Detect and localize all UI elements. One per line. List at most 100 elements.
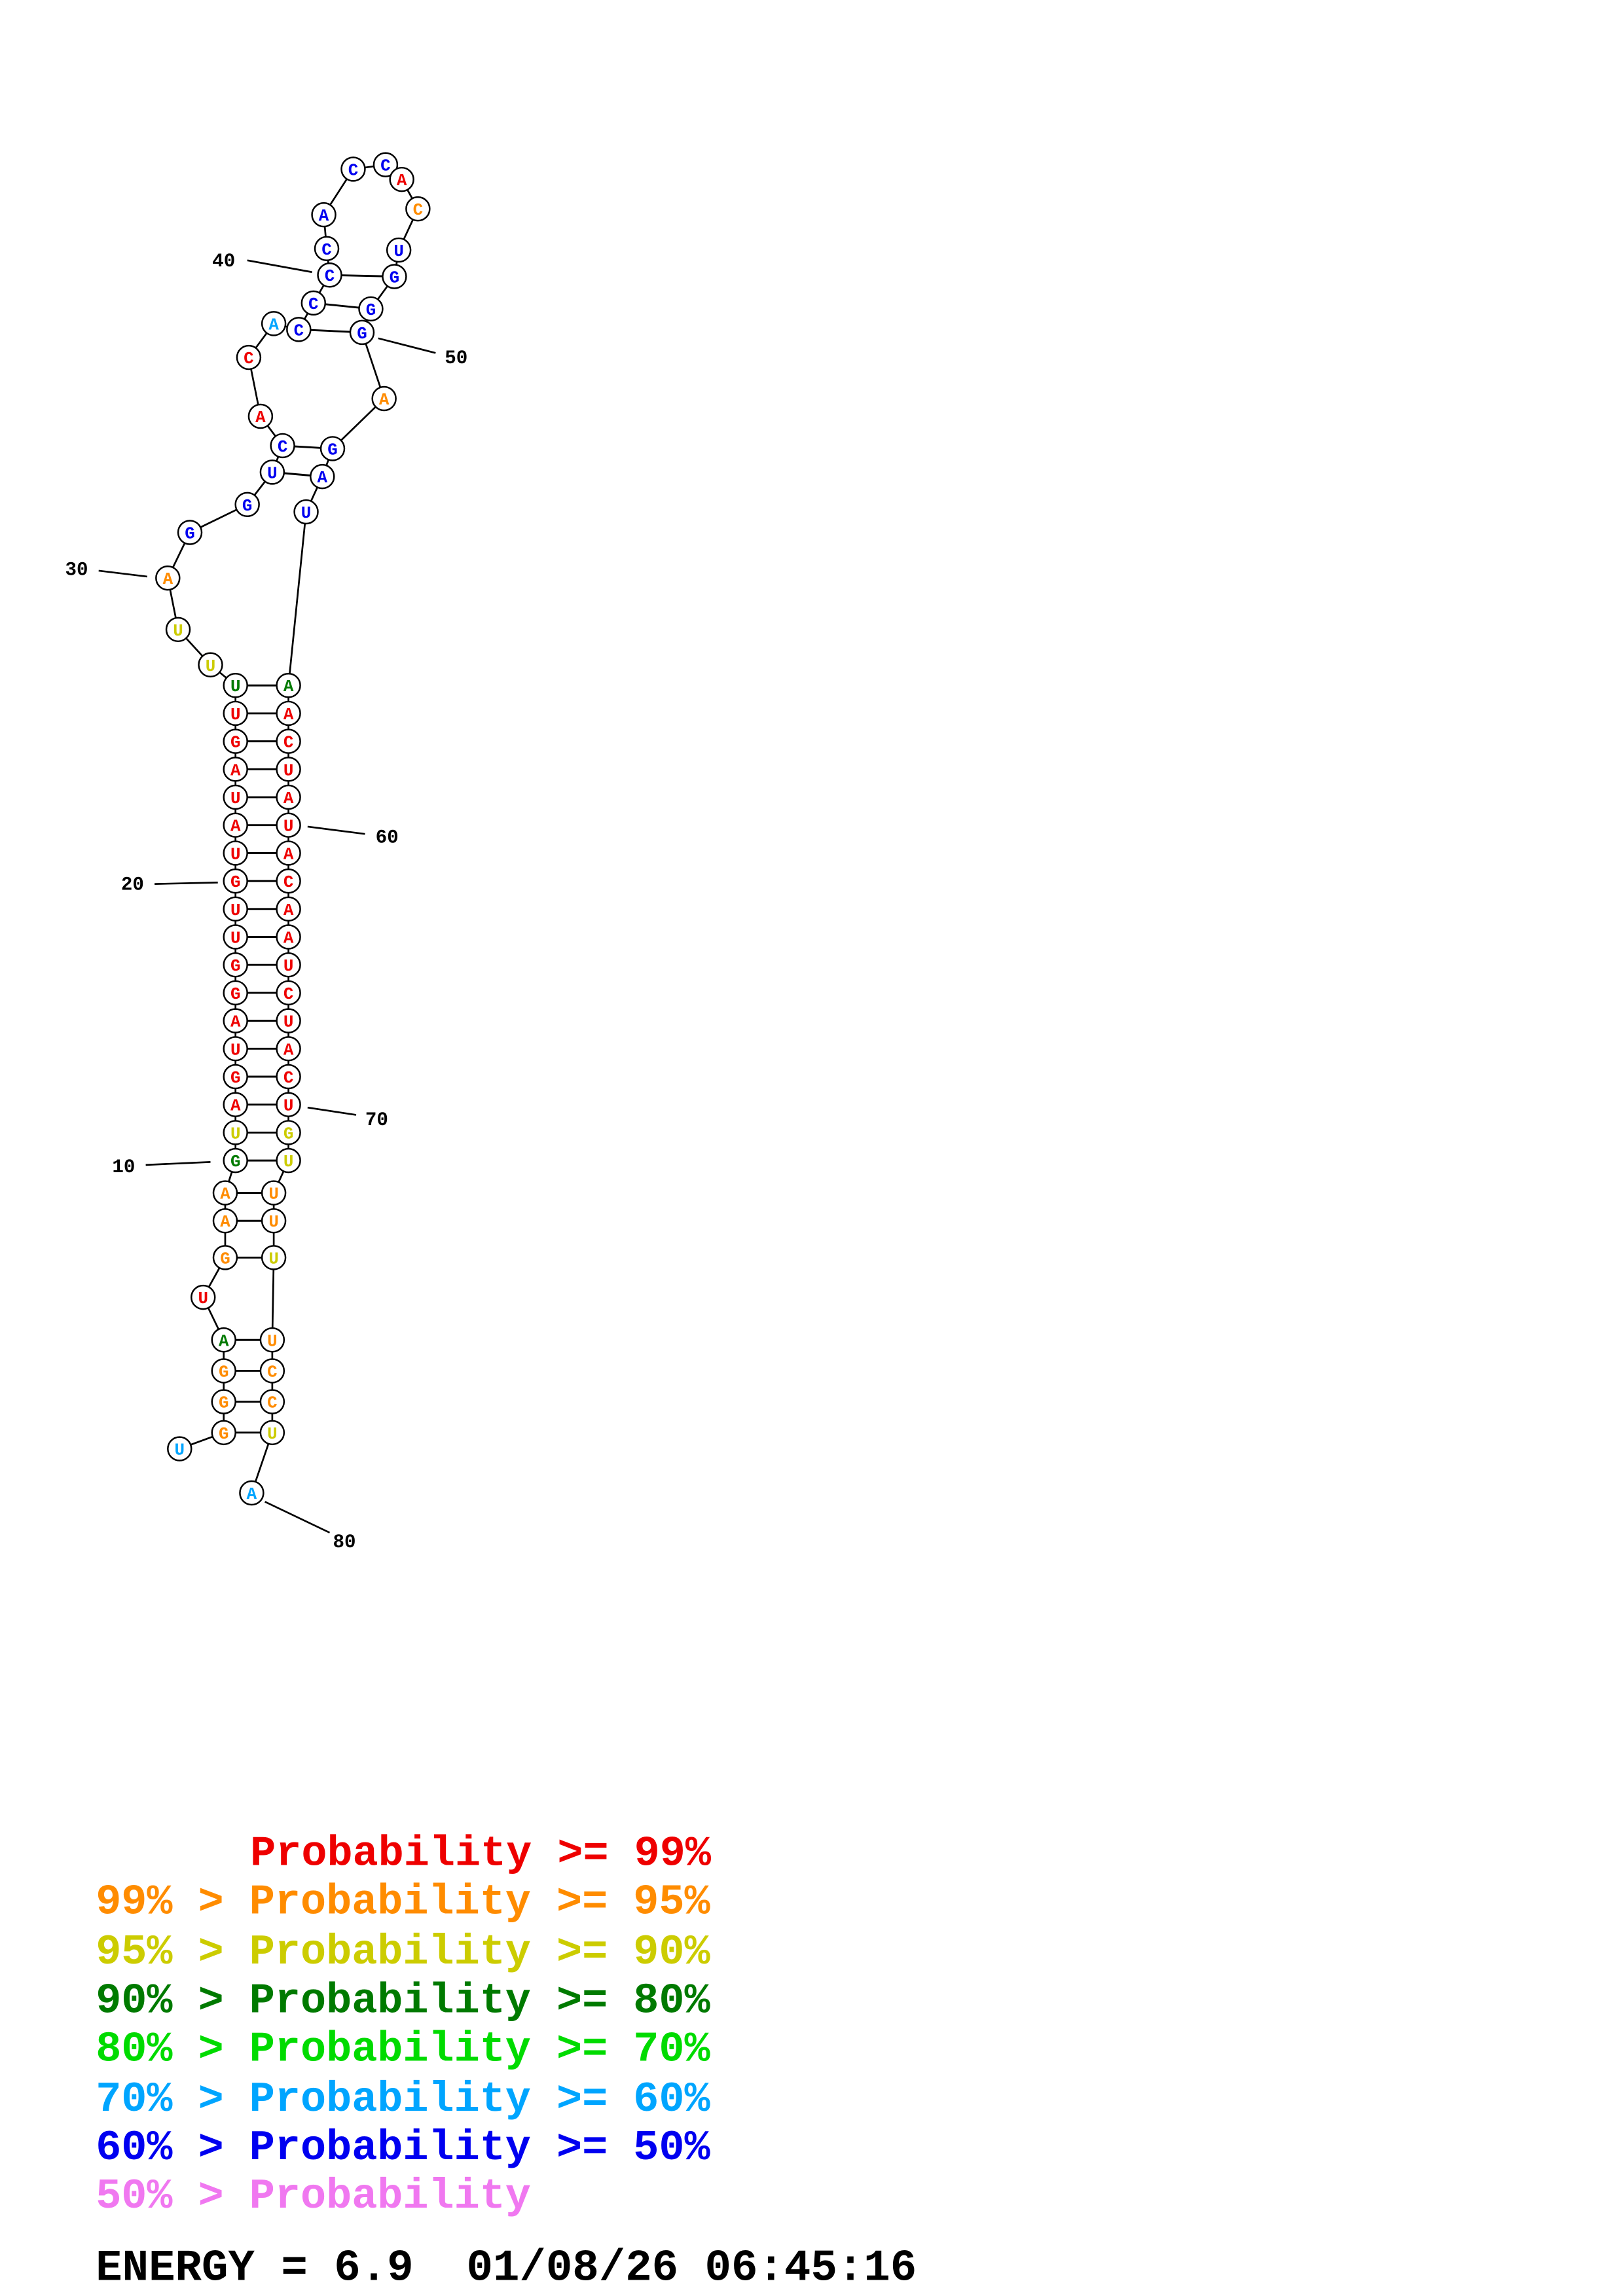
nucleotide-circle bbox=[212, 1245, 238, 1270]
nucleotide-circle bbox=[211, 1358, 236, 1384]
nucleotide-circle bbox=[276, 896, 301, 922]
nucleotide-base: G bbox=[185, 524, 195, 544]
nucleotide-base: A bbox=[283, 901, 294, 920]
nucleotide-circle bbox=[165, 617, 191, 643]
nucleotide-circle bbox=[276, 1064, 301, 1090]
nucleotide-circle bbox=[276, 1036, 301, 1062]
legend-item: 80% > Probability >= 70% bbox=[96, 2025, 710, 2073]
nucleotide-base: A bbox=[220, 1212, 230, 1232]
nucleotide-base: U bbox=[230, 901, 241, 920]
nucleotide-base: C bbox=[267, 1362, 278, 1382]
nucleotide-circle bbox=[211, 1327, 236, 1353]
nucleotide-circle bbox=[223, 700, 248, 726]
nucleotide-base: U bbox=[230, 844, 241, 864]
nucleotide-base: G bbox=[357, 324, 367, 344]
nucleotide-base: C bbox=[380, 156, 391, 176]
nucleotide-base: C bbox=[278, 437, 288, 457]
nucleotide-circle bbox=[261, 1180, 287, 1206]
legend-item: 95% > Probability >= 90% bbox=[96, 1928, 710, 1977]
backbone-segment bbox=[287, 511, 307, 686]
nucleotide-circle bbox=[223, 757, 248, 782]
legend-item: 70% > Probability >= 60% bbox=[96, 2075, 710, 2124]
nucleotide-circle bbox=[276, 1120, 301, 1145]
nucleotide-circle bbox=[247, 403, 274, 429]
nucleotide-circle bbox=[223, 896, 248, 922]
nucleotide-circle bbox=[223, 980, 248, 1006]
nucleotide-circle bbox=[276, 1147, 301, 1174]
nucleotide-base: U bbox=[267, 1424, 278, 1444]
legend-item: Probability >= 99% bbox=[250, 1830, 712, 1878]
nucleotide-base: G bbox=[220, 1249, 230, 1268]
probability-legend: Probability >= 99%99% > Probability >= 9… bbox=[96, 1830, 712, 2221]
nucleotide-base: G bbox=[219, 1362, 229, 1382]
nucleotide-base: A bbox=[220, 1185, 230, 1204]
nucleotide-circle bbox=[223, 868, 248, 894]
nucleotide-circle bbox=[276, 784, 301, 810]
nucleotide-base: A bbox=[397, 171, 407, 190]
nucleotide-base: G bbox=[327, 440, 338, 459]
nucleotide-base: A bbox=[230, 1096, 241, 1116]
nucleotide-circle bbox=[371, 386, 397, 412]
nucleotide-circle bbox=[239, 1480, 264, 1506]
nucleotide-circle bbox=[223, 1008, 248, 1033]
nucleotide-circle bbox=[286, 317, 312, 342]
position-labels: 10 20 30 40 50 60 70 80 bbox=[65, 251, 467, 1553]
position-label: 70 bbox=[365, 1109, 388, 1131]
nucleotide-base: A bbox=[219, 1331, 229, 1351]
nucleotide-circle bbox=[259, 1420, 285, 1446]
nucleotide-base: G bbox=[390, 268, 400, 287]
nucleotide-base: U bbox=[301, 503, 312, 523]
nucleotide-circle bbox=[276, 980, 301, 1006]
nucleotide-circle bbox=[191, 1284, 216, 1310]
nucleotide-base: U bbox=[283, 1013, 294, 1032]
nucleotide-circle bbox=[373, 152, 399, 177]
nucleotide-circle bbox=[276, 1092, 301, 1117]
nucleotide-base: G bbox=[230, 1152, 241, 1172]
nucleotide-base: G bbox=[219, 1424, 229, 1444]
nucleotide-base: A bbox=[268, 315, 279, 334]
nucleotide-base: A bbox=[230, 817, 241, 836]
position-label-line bbox=[378, 337, 436, 354]
nucleotide-base: A bbox=[318, 468, 328, 488]
nucleotide-circle bbox=[276, 728, 301, 754]
nucleotide-circle bbox=[223, 1064, 248, 1090]
nucleotide-circle bbox=[405, 196, 431, 222]
nucleotide-base: U bbox=[393, 242, 404, 261]
position-label: 10 bbox=[112, 1157, 135, 1178]
position-label-line bbox=[307, 825, 365, 835]
nucleotide-base: G bbox=[283, 1124, 294, 1143]
nucleotide-base: U bbox=[283, 817, 294, 836]
nucleotide-circle bbox=[223, 1120, 248, 1145]
nucleotide-base: U bbox=[230, 789, 241, 808]
nucleotide-circle bbox=[293, 499, 319, 525]
nucleotide-circle bbox=[310, 463, 335, 490]
nucleotide-circle bbox=[276, 1008, 301, 1033]
nucleotide-base: C bbox=[325, 266, 335, 286]
legend-item: 60% > Probability >= 50% bbox=[96, 2124, 710, 2172]
nucleotide-circle bbox=[276, 757, 301, 782]
nucleotide-base: C bbox=[413, 200, 424, 220]
nucleotide-circle bbox=[236, 344, 262, 370]
nucleotide-base: U bbox=[230, 929, 241, 948]
nucleotide-circle bbox=[198, 652, 223, 677]
nucleotide-circle bbox=[223, 673, 248, 698]
nucleotide-circle bbox=[349, 319, 375, 346]
nucleotide-base: A bbox=[247, 1484, 257, 1504]
nucleotide-base: U bbox=[230, 705, 241, 725]
nucleotide-circle bbox=[276, 952, 301, 978]
nucleotide-circle bbox=[223, 840, 248, 866]
nucleotide-circle bbox=[223, 924, 248, 950]
nucleotide-base: U bbox=[283, 761, 294, 780]
nucleotide-circle bbox=[211, 1389, 236, 1414]
nucleotide-circle bbox=[319, 436, 346, 461]
nucleotide-base: U bbox=[230, 1040, 241, 1060]
nucleotide-circle bbox=[314, 236, 340, 262]
nucleotide-circle bbox=[259, 1358, 285, 1384]
nucleotide-base: A bbox=[230, 761, 241, 780]
nucleotide-circle bbox=[276, 673, 301, 698]
nucleotide-base: A bbox=[230, 1013, 241, 1032]
nucleotide-base: U bbox=[267, 463, 278, 483]
position-label: 40 bbox=[212, 251, 235, 272]
